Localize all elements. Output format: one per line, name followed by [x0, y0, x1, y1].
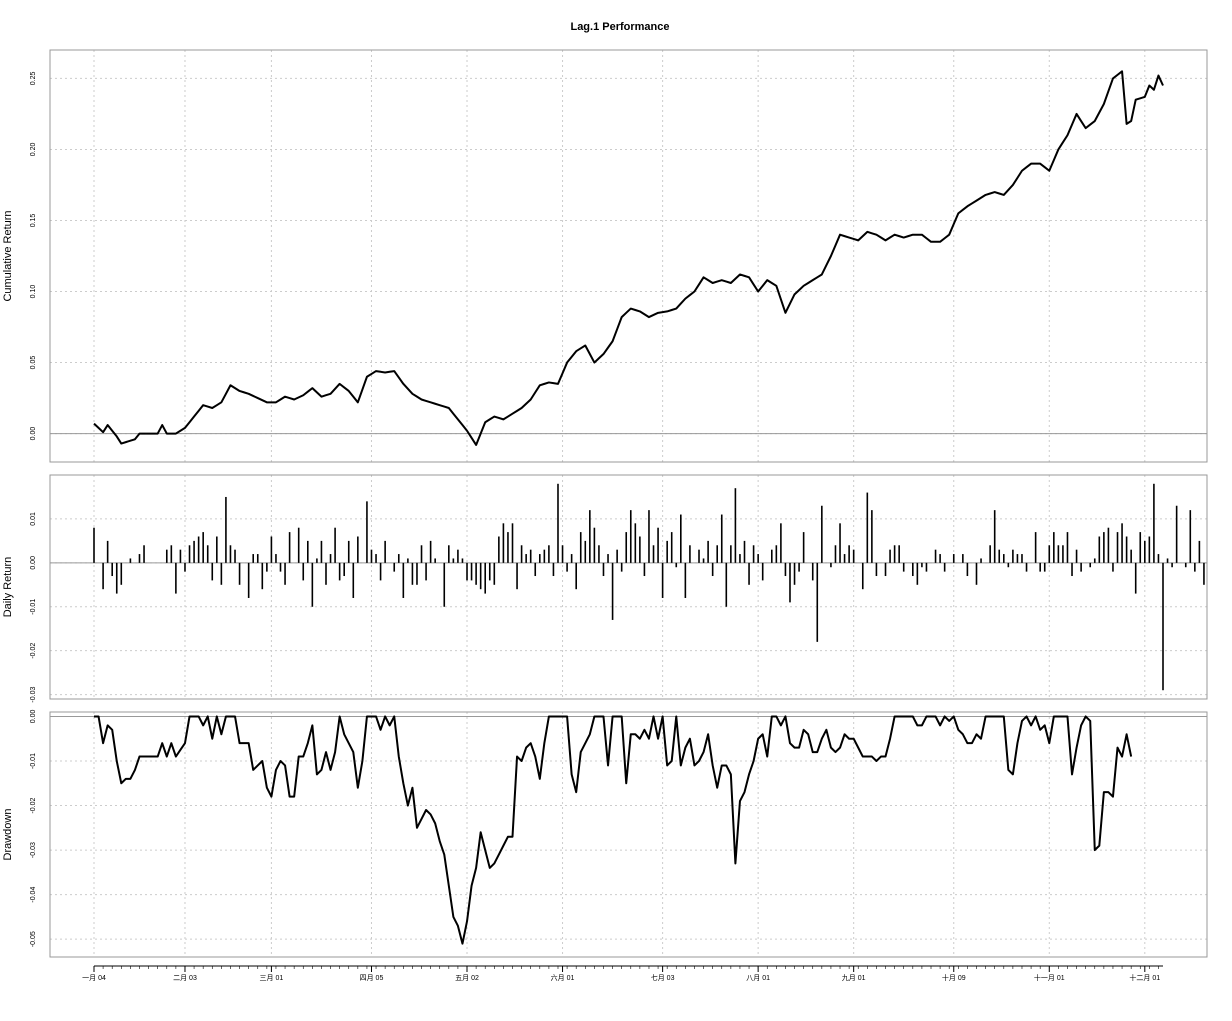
x-tick-label: 八月 01 — [746, 974, 770, 982]
y-tick-label: -0.02 — [30, 643, 37, 659]
y-tick-label: 0.00 — [30, 427, 37, 441]
y-tick-label: 0.10 — [30, 285, 37, 299]
x-tick-label: 三月 01 — [260, 974, 284, 982]
panel-cumulative-return: 0.00 0.05 0.10 0.15 0.20 0.25 Cumulative Retur… — [2, 49, 1208, 463]
y-axis-label: Daily Return — [2, 557, 14, 618]
x-tick-label: 六月 01 — [551, 973, 575, 982]
panel-daily-return: 0.01 0.00 -0.01 -0.02 -0.03 Daily Return — [2, 474, 1208, 703]
x-tick-label: 四月 05 — [360, 974, 384, 982]
y-tick-label: -0.01 — [30, 753, 37, 769]
x-tick-label: 十月 09 — [942, 973, 966, 982]
x-tick-label: 七月 03 — [651, 973, 675, 982]
x-tick-label: 十一月 01 — [1034, 973, 1065, 982]
x-tick-label: 五月 02 — [455, 974, 479, 982]
y-tick-label: -0.05 — [30, 931, 37, 947]
panel-frame — [49, 711, 1208, 958]
y-tick-label: -0.03 — [30, 687, 37, 703]
y-tick-label: 0.20 — [30, 143, 37, 157]
y-axis-label: Drawdown — [2, 809, 14, 861]
y-tick-label: 0.15 — [30, 214, 37, 228]
y-tick-label: -0.03 — [30, 842, 37, 858]
panel-drawdown: 0.00 -0.01 -0.02 -0.03 -0.04 -0.05 Drawdown — [2, 710, 1208, 958]
y-tick-label: 0.05 — [30, 356, 37, 370]
y-tick-label: -0.04 — [30, 887, 37, 903]
series-line-cumulative-return — [93, 70, 1164, 446]
y-axis-label: Cumulative Return — [2, 210, 14, 301]
x-axis: 一月 04 二月 03 三月 01 四月 05 五月 02 六月 01 七月 03 八月 01… — [82, 965, 1163, 982]
panel-frame — [49, 474, 1208, 700]
x-tick-label: 九月 01 — [842, 973, 866, 982]
y-tick-label: 0.00 — [30, 710, 37, 724]
y-tick-label: 0.25 — [30, 71, 37, 85]
chart-title: Lag.1 Performance — [570, 21, 669, 33]
y-tick-label: 0.00 — [30, 556, 37, 570]
y-tick-label: -0.02 — [30, 797, 37, 813]
chart-panels: 0.00 0.05 0.10 0.15 0.20 0.25 Cumulative Retur… — [2, 49, 1208, 958]
y-tick-label: -0.01 — [30, 599, 37, 615]
y-tick-label: 0.01 — [30, 512, 37, 526]
x-tick-label: 十二月 01 — [1129, 973, 1160, 982]
series-line-drawdown — [94, 715, 1133, 945]
x-tick-label: 二月 03 — [173, 974, 197, 982]
panel-frame — [49, 49, 1208, 463]
x-tick-label: 一月 04 — [82, 974, 106, 982]
